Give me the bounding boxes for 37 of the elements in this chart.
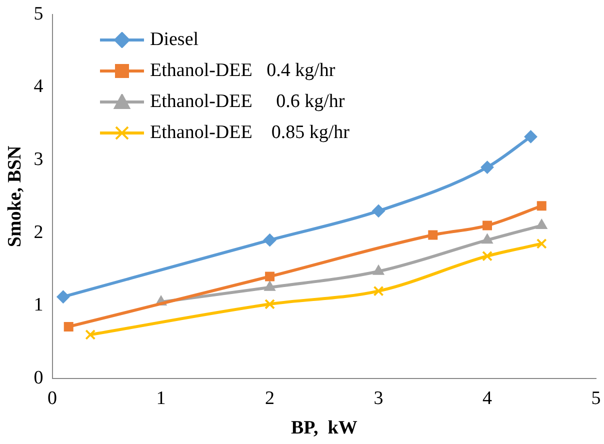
y-tick-label: 5 bbox=[34, 3, 44, 24]
point bbox=[64, 322, 74, 332]
point bbox=[536, 201, 546, 211]
point bbox=[56, 290, 70, 304]
point bbox=[524, 130, 538, 144]
x-tick-label: 2 bbox=[265, 388, 275, 409]
point bbox=[482, 220, 492, 230]
legend-label: Ethanol-DEE 0.85 kg/hr bbox=[150, 121, 350, 145]
y-tick-label: 1 bbox=[34, 294, 44, 316]
point bbox=[373, 286, 384, 296]
point bbox=[480, 160, 494, 174]
y-tick-label: 0 bbox=[34, 367, 44, 388]
point bbox=[536, 219, 548, 230]
x-tick-label: 3 bbox=[374, 388, 384, 409]
y-tick-label: 4 bbox=[34, 76, 44, 98]
legend-label: Ethanol-DEE 0.6 kg/hr bbox=[150, 90, 345, 114]
point bbox=[372, 264, 384, 275]
y-tick-label: 2 bbox=[34, 222, 44, 243]
point bbox=[482, 234, 493, 244]
point bbox=[482, 250, 493, 262]
point bbox=[264, 298, 276, 310]
x-tick-label: 0 bbox=[48, 388, 58, 409]
point bbox=[263, 234, 276, 247]
x-tick-label: 4 bbox=[482, 388, 493, 409]
point bbox=[372, 204, 386, 218]
y-tick-label: 3 bbox=[34, 148, 44, 170]
legend-label: Ethanol-DEE 0.4 kg/hr bbox=[150, 59, 336, 83]
point bbox=[536, 238, 547, 249]
legend-label: Diesel bbox=[150, 28, 199, 52]
y-axis-title: Smoke, BSN bbox=[4, 145, 26, 248]
point bbox=[265, 272, 275, 282]
point bbox=[85, 329, 96, 340]
x-axis-title: BP, kW bbox=[290, 418, 358, 439]
x-tick-label: 1 bbox=[156, 388, 166, 409]
point bbox=[428, 230, 438, 240]
x-tick-label: 5 bbox=[591, 388, 601, 409]
point bbox=[264, 280, 276, 291]
